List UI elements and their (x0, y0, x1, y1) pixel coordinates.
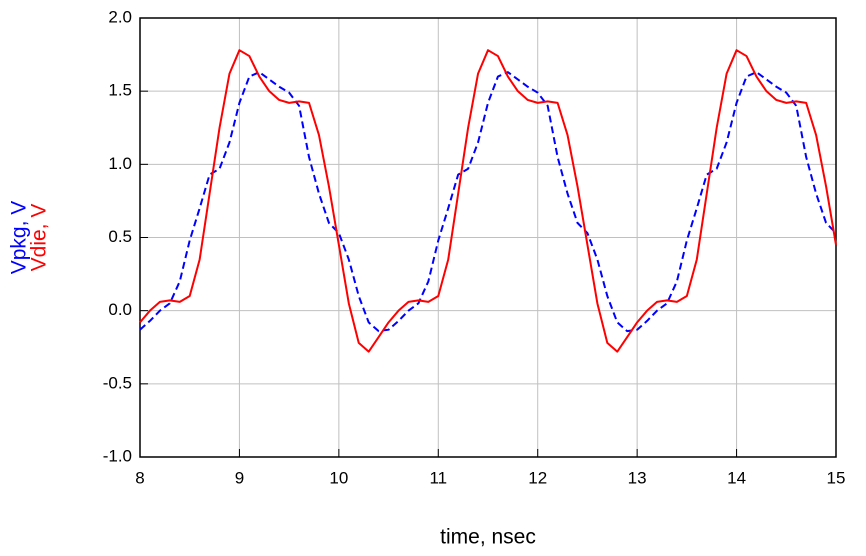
x-tick-label: 14 (727, 468, 746, 487)
x-tick-label: 15 (827, 468, 846, 487)
plot-frame (139, 17, 837, 458)
x-tick-label: 10 (329, 468, 348, 487)
y-tick-label: 2.0 (108, 7, 132, 26)
legend-label: Vdie, V (28, 204, 51, 272)
y-tick-label: 0.0 (108, 300, 132, 319)
y-tick-label: 1.5 (108, 81, 132, 100)
y-tick-label: 1.0 (108, 154, 132, 173)
x-tick-label: 13 (628, 468, 647, 487)
y-tick-label: 0.5 (108, 227, 132, 246)
x-tick-label: 12 (528, 468, 547, 487)
x-tick-label: 8 (135, 468, 144, 487)
series-line (139, 49, 837, 353)
y-tick-label: -1.0 (103, 446, 132, 465)
x-axis-label: time, nsec (440, 526, 536, 549)
x-tick-label: 9 (235, 468, 244, 487)
x-tick-label: 11 (429, 468, 447, 487)
series-line (139, 71, 837, 333)
legend-label: Vpkg, V (8, 201, 31, 275)
y-tick-label: -0.5 (103, 373, 132, 392)
